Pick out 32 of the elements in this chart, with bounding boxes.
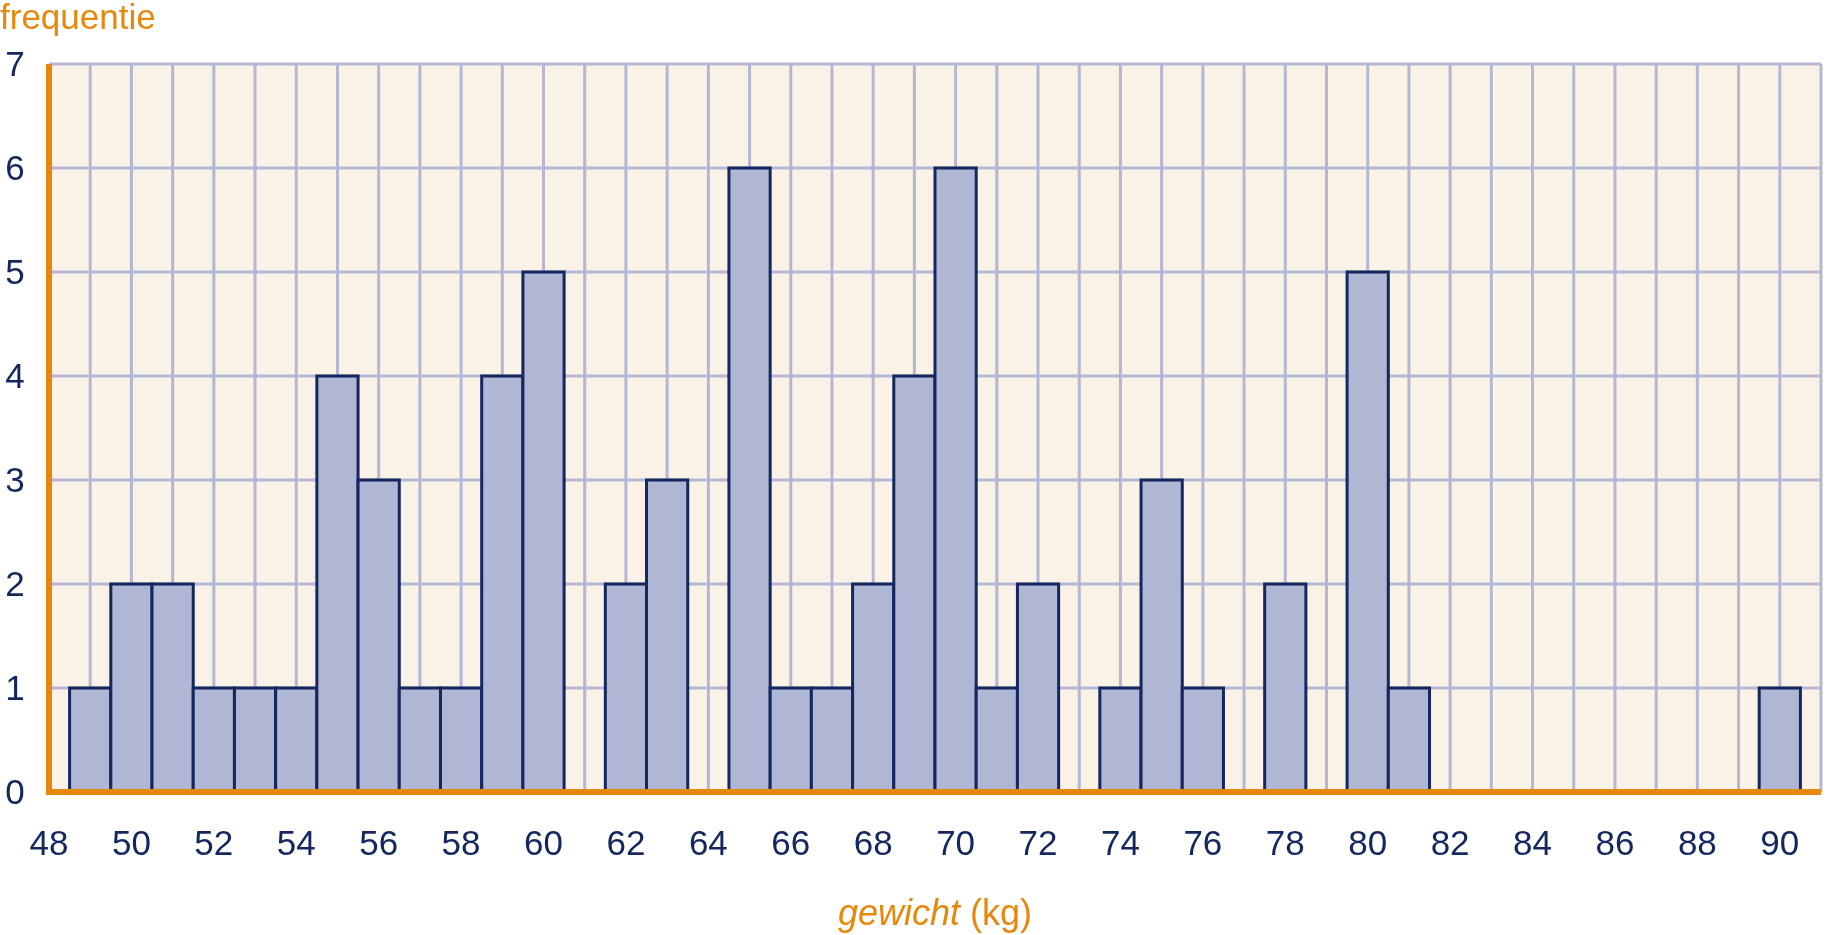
- x-tick-label: 50: [111, 823, 151, 862]
- x-tick-label: 74: [1100, 823, 1140, 862]
- y-tick-label: 4: [5, 356, 25, 395]
- y-tick-label: 7: [5, 44, 25, 83]
- x-tick-label: 56: [359, 823, 399, 862]
- x-tick-label: 88: [1677, 823, 1717, 862]
- x-tick-label: 72: [1018, 823, 1058, 862]
- x-tick-label: 64: [688, 823, 728, 862]
- x-tick-label: 84: [1513, 823, 1552, 862]
- x-tick-label: 52: [194, 823, 234, 862]
- x-tick-label: 78: [1265, 823, 1305, 862]
- x-tick-label: 70: [936, 823, 976, 862]
- y-tick-label: 0: [5, 772, 25, 811]
- x-tick-label: 82: [1430, 823, 1470, 862]
- y-tick-label: 2: [5, 564, 25, 603]
- y-tick-label: 3: [5, 460, 25, 499]
- x-axis-title: gewicht (kg): [837, 892, 1033, 933]
- x-tick-label: 60: [524, 823, 563, 862]
- y-axis-title: frequentie: [0, 0, 156, 36]
- x-tick-label: 54: [276, 823, 316, 862]
- x-tick-label: 66: [771, 823, 811, 862]
- x-tick-label: 58: [441, 823, 481, 862]
- x-tick-label: 90: [1760, 823, 1800, 862]
- x-tick-label: 80: [1348, 823, 1388, 862]
- x-tick-label: 76: [1183, 823, 1223, 862]
- x-tick-label: 68: [853, 823, 893, 862]
- x-tick-label: 62: [606, 823, 646, 862]
- y-tick-label: 6: [5, 148, 25, 187]
- y-tick-label: 1: [5, 668, 25, 707]
- x-tick-label: 48: [29, 823, 69, 862]
- y-tick-label: 5: [5, 252, 25, 291]
- x-tick-label: 86: [1595, 823, 1635, 862]
